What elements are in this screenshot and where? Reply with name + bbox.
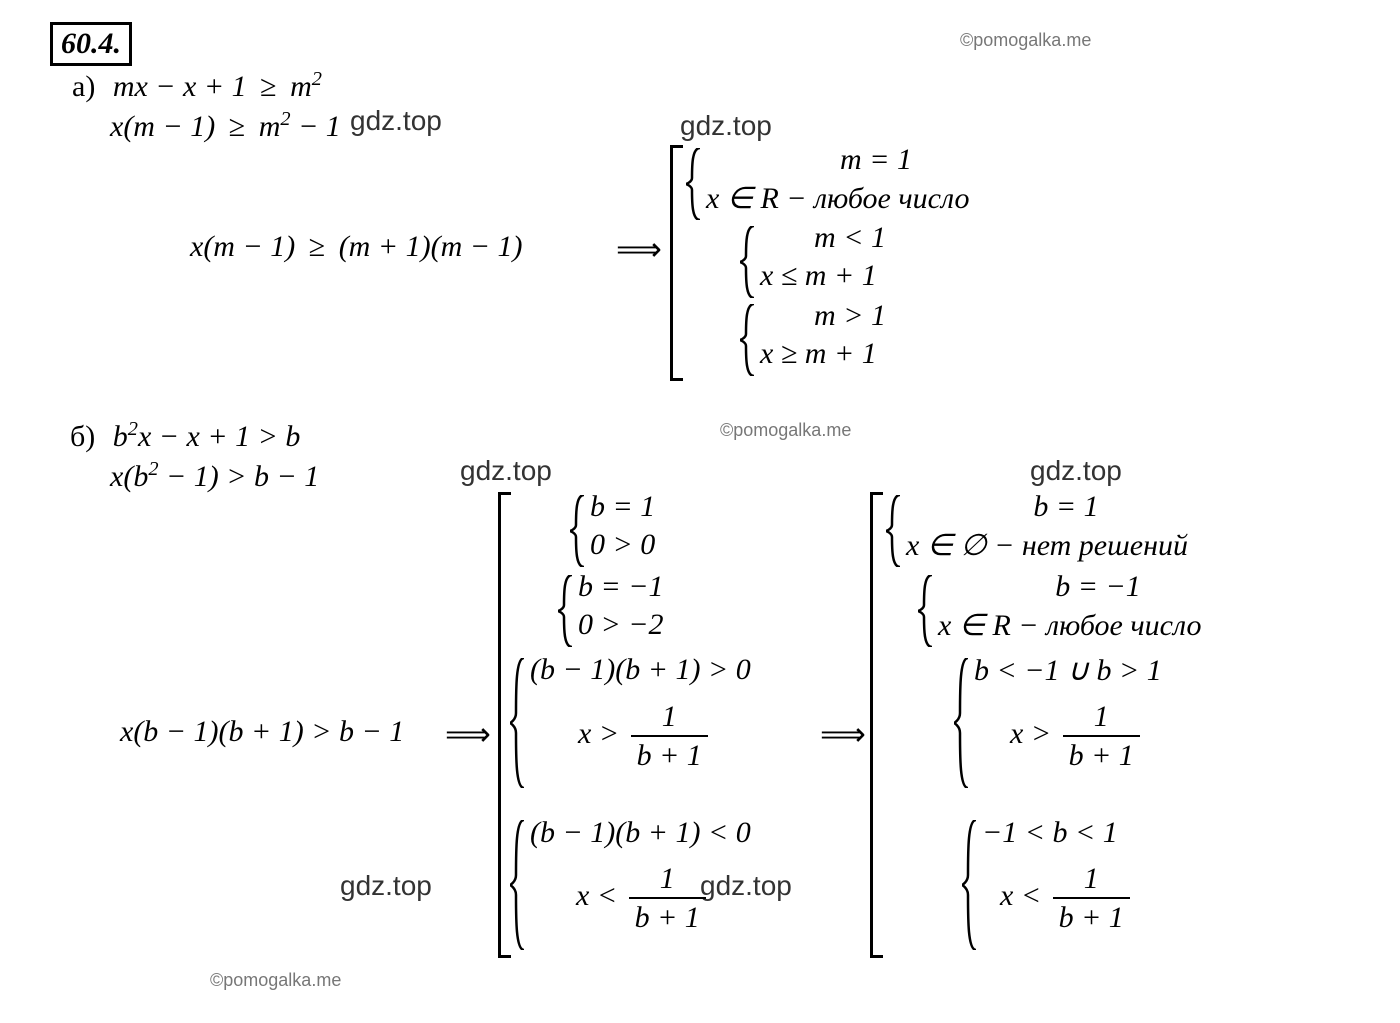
part-a-c2a: m < 1 — [760, 221, 940, 255]
part-a-brace2 — [740, 226, 758, 298]
part-b-line3: x(b − 1)(b + 1) > b − 1 — [120, 715, 404, 749]
part-b-lc1b: 0 > 0 — [590, 528, 655, 562]
gdz-label-6: gdz.top — [700, 870, 792, 902]
part-a-arrow: ⟹ — [616, 230, 662, 268]
part-b-line1: б) b2x − x + 1 > b — [70, 420, 300, 454]
part-b-rc4b: x < 1b + 1 — [1000, 862, 1134, 934]
watermark-bottom: ©pomogalka.me — [210, 970, 341, 991]
part-b-arrow1: ⟹ — [445, 715, 491, 753]
watermark-mid: ©pomogalka.me — [720, 420, 851, 441]
part-a-c1b: x ∈ R − любое число — [706, 181, 969, 216]
part-b-right-bracket — [870, 492, 883, 958]
part-b-rc2a: b = −1 — [938, 570, 1258, 604]
part-b-lc1a: b = 1 — [590, 490, 655, 524]
part-a-line3: x(m − 1) ≥ (m + 1)(m − 1) — [190, 230, 522, 264]
gdz-label-2: gdz.top — [680, 110, 772, 142]
part-b-lc2a: b = −1 — [578, 570, 664, 604]
part-b-lc4b: x < 1b + 1 — [576, 862, 710, 934]
watermark-top: ©pomogalka.me — [960, 30, 1091, 51]
part-a-c3a: m > 1 — [760, 299, 940, 333]
part-b-rbrace3 — [954, 658, 972, 788]
part-a-c1a: m = 1 — [706, 143, 1046, 177]
part-b-rc1a: b = 1 — [906, 490, 1226, 524]
part-a-c3b: x ≥ m + 1 — [760, 337, 877, 371]
part-b-line2: x(b2 − 1) > b − 1 — [110, 460, 319, 494]
part-b-arrow2: ⟹ — [820, 715, 866, 753]
part-b-lbrace3 — [510, 658, 528, 788]
part-a-label: а) mx − x + 1 ≥ m2 — [72, 70, 322, 104]
part-b-lc3a: (b − 1)(b + 1) > 0 — [530, 653, 751, 687]
part-b-rc3b: x > 1b + 1 — [1010, 700, 1144, 772]
problem-number: 60.4. — [50, 22, 132, 66]
part-b-rbrace2 — [918, 575, 936, 647]
part-a-brace3 — [740, 304, 758, 376]
part-b-rc3a: b < −1 ∪ b > 1 — [974, 653, 1162, 688]
page: 60.4. ©pomogalka.me ©pomogalka.me ©pomog… — [0, 0, 1400, 1023]
part-b-rbrace4 — [962, 820, 980, 950]
part-a-line2: x(m − 1) ≥ m2 − 1 — [110, 110, 341, 144]
gdz-label-1: gdz.top — [350, 105, 442, 137]
part-b-lc4a: (b − 1)(b + 1) < 0 — [530, 816, 751, 850]
part-b-lc3b: x > 1b + 1 — [578, 700, 712, 772]
part-b-lc2b: 0 > −2 — [578, 608, 664, 642]
part-b-lbrace2 — [558, 575, 576, 647]
part-b-rc2b: x ∈ R − любое число — [938, 608, 1201, 643]
part-a-c2b: x ≤ m + 1 — [760, 259, 877, 293]
gdz-label-5: gdz.top — [340, 870, 432, 902]
part-b-rc1b: x ∈ ∅ − нет решений — [906, 528, 1188, 563]
gdz-label-4: gdz.top — [1030, 455, 1122, 487]
part-a-bracket — [670, 145, 683, 381]
part-b-rbrace1 — [886, 495, 904, 567]
part-b-lbrace4 — [510, 820, 528, 950]
part-b-lbrace1 — [570, 495, 588, 567]
part-b-rc4a: −1 < b < 1 — [982, 816, 1118, 850]
part-a-brace1 — [686, 148, 704, 220]
gdz-label-3: gdz.top — [460, 455, 552, 487]
